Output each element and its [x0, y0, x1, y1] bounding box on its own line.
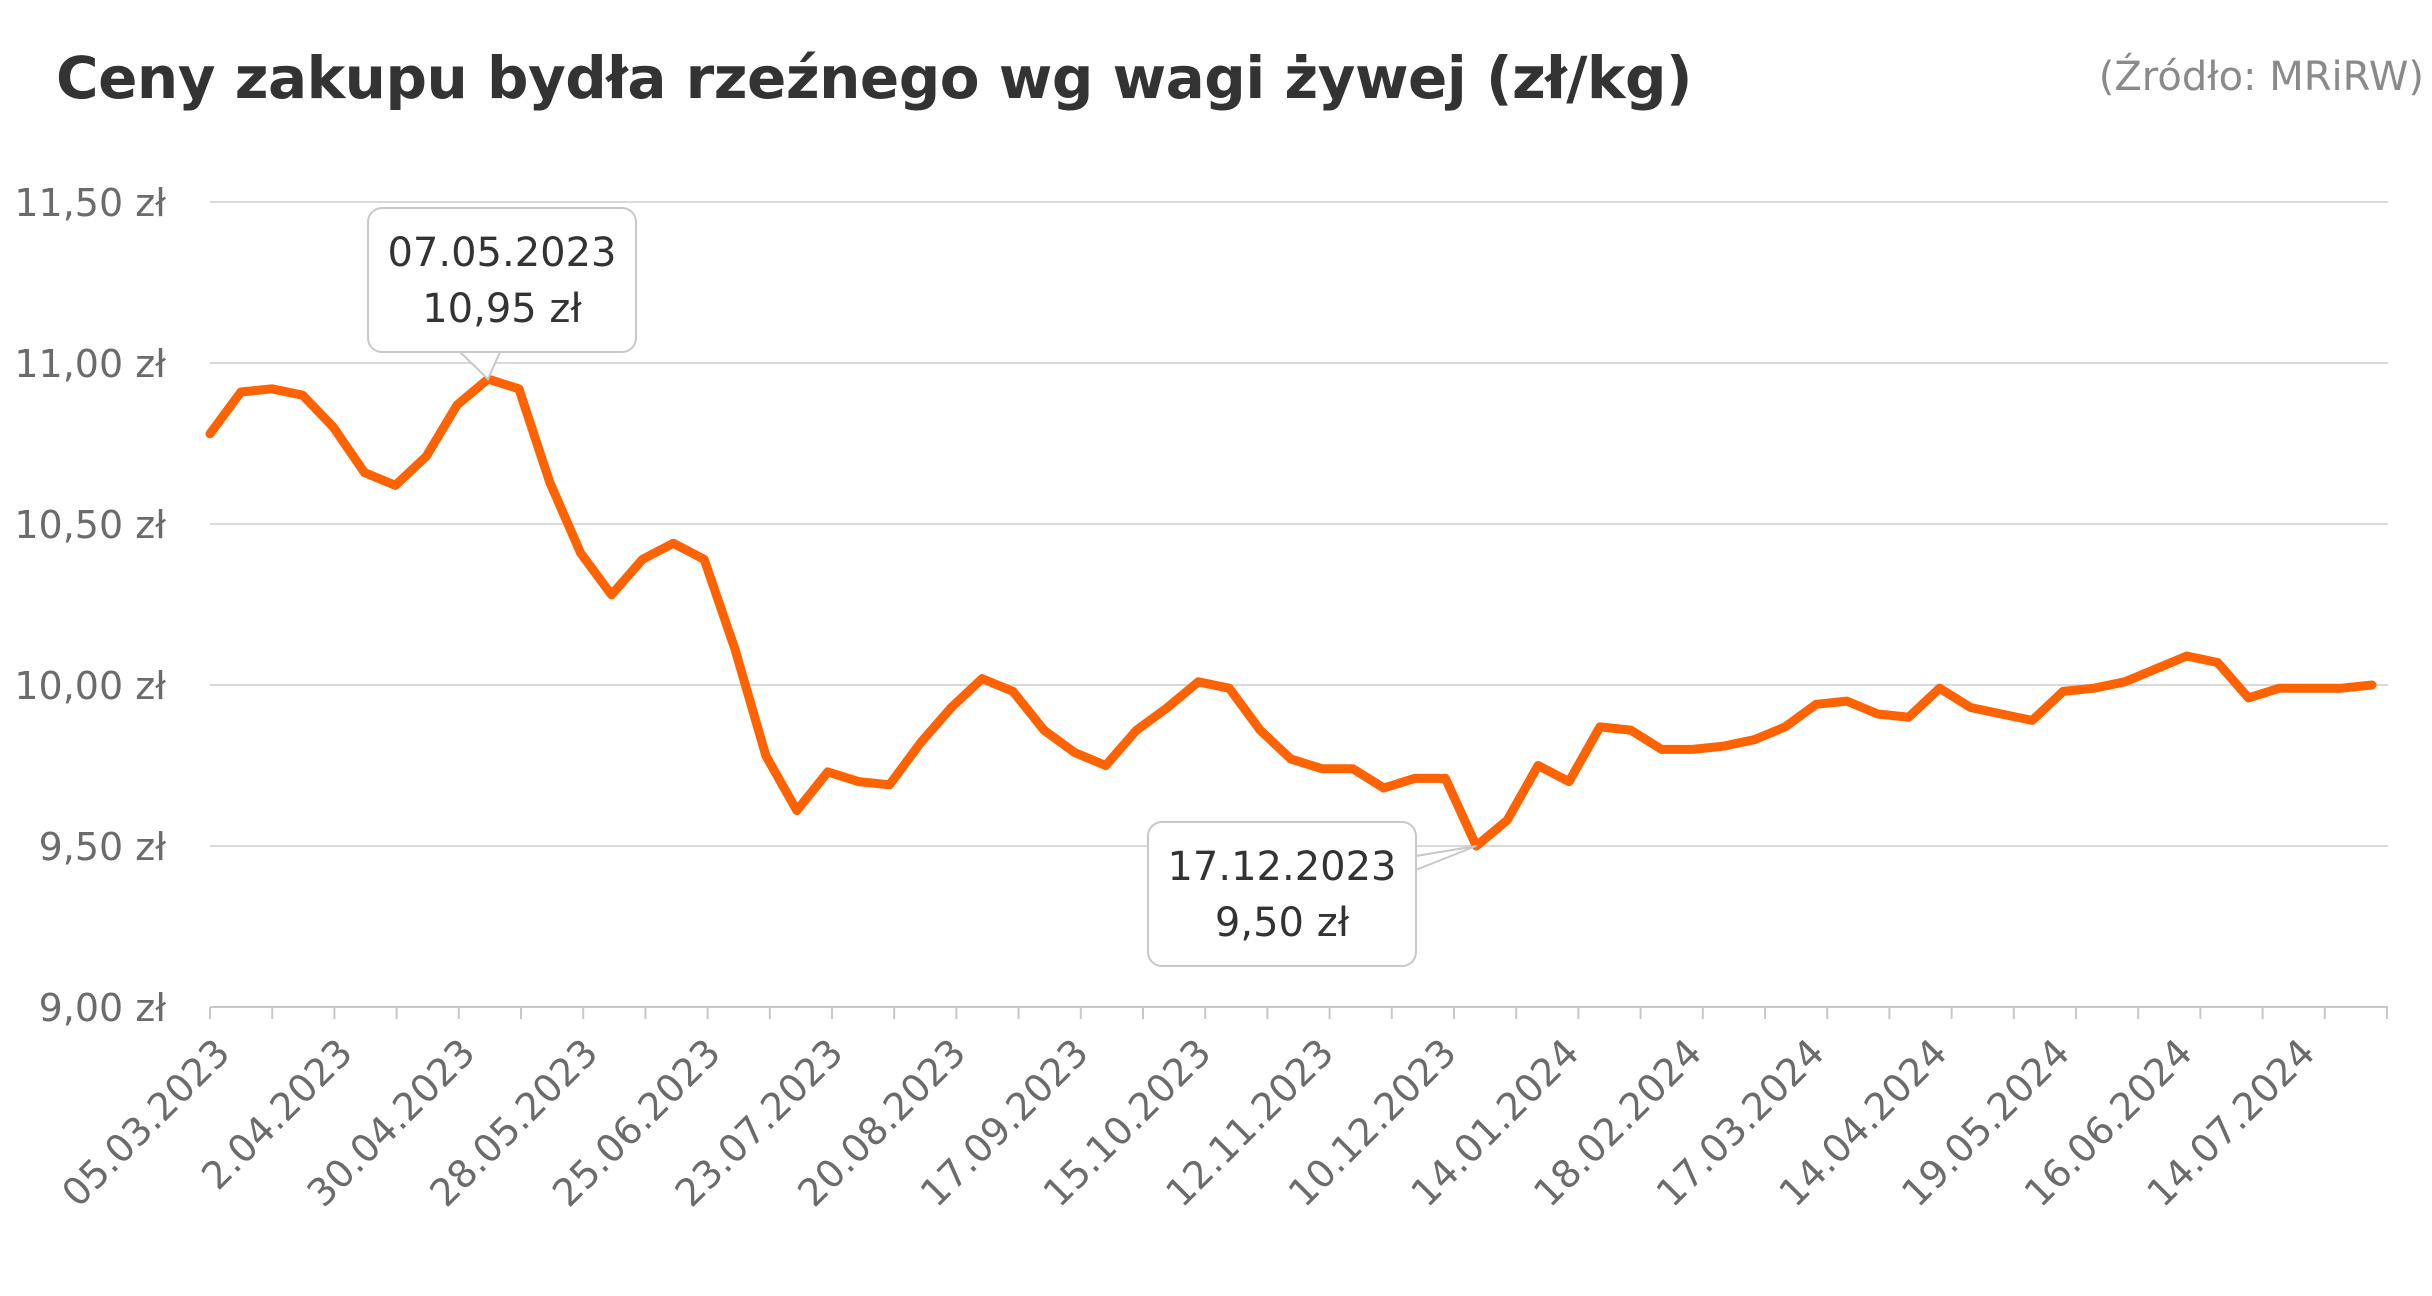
- y-tick-label: 11,50 zł: [14, 181, 166, 225]
- x-tick-label: 05.03.2023: [53, 1030, 238, 1215]
- y-axis: 9,00 zł 9,50 zł 10,00 zł 10,50 zł 11,00 zł 11…: [14, 181, 166, 1030]
- y-tick-label: 10,50 zł: [14, 503, 166, 547]
- annotations: 07.05.2023 10,95 zł 17.12.2023 9,50 zł: [367, 207, 1477, 967]
- chart-source: (Źródło: MRiRW): [2098, 54, 2424, 100]
- callout-date: 17.12.2023: [1167, 844, 1396, 890]
- callout-date: 07.05.2023: [387, 230, 616, 276]
- y-tick-label: 9,50 zł: [39, 825, 167, 869]
- x-axis: 05.03.20232.04.202330.04.202328.05.20232…: [53, 1006, 2388, 1215]
- y-tick-label: 11,00 zł: [14, 342, 166, 386]
- callout-box: [367, 207, 637, 353]
- y-tick-label: 10,00 zł: [14, 664, 166, 708]
- price-line: [205, 374, 2377, 851]
- callout-value: 10,95 zł: [422, 286, 582, 332]
- callout-value: 9,50 zł: [1215, 900, 1350, 946]
- callout: 17.12.2023 9,50 zł: [1147, 821, 1477, 967]
- chart-title: Ceny zakupu bydła rzeźnego wg wagi żywej…: [56, 44, 1693, 112]
- callout: 07.05.2023 10,95 zł: [367, 207, 637, 381]
- callout-pointer: [457, 351, 502, 381]
- series: [205, 374, 2377, 851]
- y-tick-label: 9,00 zł: [39, 986, 167, 1030]
- callout-box: [1147, 821, 1417, 967]
